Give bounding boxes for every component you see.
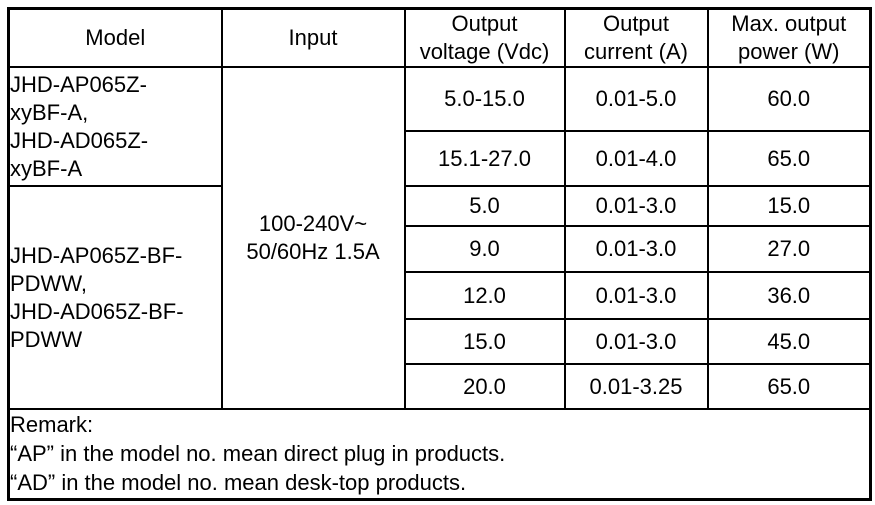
table-row: 12.0 0.01-3.0 36.0 [9,271,872,320]
remark-line-ad: “AD” in the model no. mean desk-top prod… [10,470,467,496]
output-voltage-cell: 20.0 [403,363,566,410]
output-voltage-cell: 15.0 [403,318,566,365]
input-cell: 100-240V~ 50/60Hz 1.5A [220,66,406,410]
model-group-1-cell: JHD-AP065Z- xyBF-A, JHD-AD065Z- xyBF-A [7,66,223,187]
max-power-cell: 60.0 [706,66,872,132]
model-group-2-cell: JHD-AP065Z-BF- PDWW, JHD-AD065Z-BF- PDWW [7,185,223,410]
output-current-cell: 0.01-3.0 [563,185,709,227]
table-row: 15.1-27.0 0.01-4.0 65.0 [9,130,872,187]
output-current-cell: 0.01-3.0 [563,318,709,365]
output-current-cell: 0.01-3.25 [563,363,709,410]
max-power-cell: 45.0 [706,318,872,365]
output-voltage-cell: 9.0 [403,225,566,273]
table-row: JHD-AP065Z- xyBF-A, JHD-AD065Z- xyBF-A 1… [7,66,872,410]
power-spec-table: Model Input Output voltage (Vdc) Output … [7,7,872,501]
output-voltage-cell: 15.1-27.0 [403,130,566,187]
header-output-voltage: Output voltage (Vdc) [403,7,566,68]
table-row: 20.0 0.01-3.25 65.0 [9,363,872,410]
output-current-cell: 0.01-5.0 [563,66,709,132]
output-voltage-cell: 5.0 [403,185,566,227]
output-current-cell: 0.01-3.0 [563,271,709,320]
table-row: 9.0 0.01-3.0 27.0 [9,225,872,273]
header-model: Model [7,7,223,68]
max-power-cell: 65.0 [706,130,872,187]
max-power-cell: 36.0 [706,271,872,320]
table-row: JHD-AP065Z-BF- PDWW, JHD-AD065Z-BF- PDWW… [7,185,872,410]
remark-line-ap: “AP” in the model no. mean direct plug i… [10,441,506,467]
max-power-cell: 65.0 [706,363,872,410]
max-power-cell: 27.0 [706,225,872,273]
header-output-current: Output current (A) [563,7,709,68]
remark-row: Remark: “AP” in the model no. mean direc… [7,408,872,500]
table-row: 15.0 0.01-3.0 45.0 [9,318,872,365]
header-max-output-power: Max. output power (W) [706,7,872,68]
remark-cell: Remark: “AP” in the model no. mean direc… [7,408,872,500]
output-current-cell: 0.01-3.0 [563,225,709,273]
header-input: Input [220,7,406,68]
output-current-cell: 0.01-4.0 [563,130,709,187]
remark-title: Remark: [10,412,94,438]
table-header-row: Model Input Output voltage (Vdc) Output … [7,7,872,68]
max-power-cell: 15.0 [706,185,872,227]
output-voltage-cell: 5.0-15.0 [403,66,566,132]
output-voltage-cell: 12.0 [403,271,566,320]
